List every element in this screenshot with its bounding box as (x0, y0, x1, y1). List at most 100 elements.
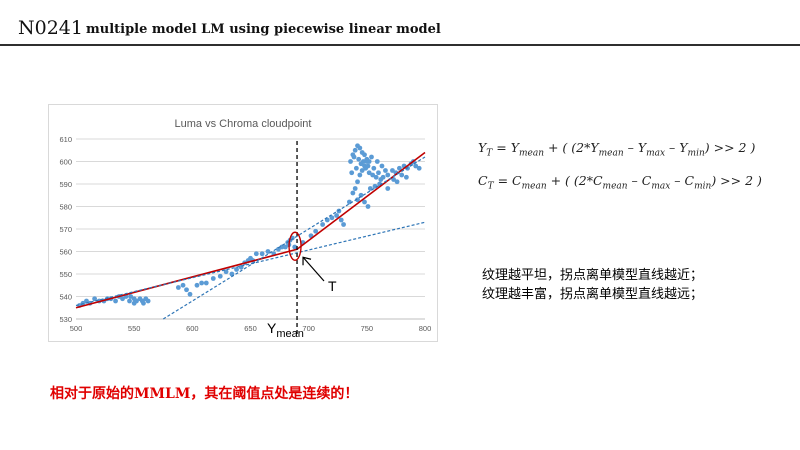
ct-lhs-sub: T (487, 181, 494, 192)
y-tick-label: 610 (59, 135, 72, 144)
formula-ct: CT = Cmean + ( (2*Cmean – Cmax – Cmin) >… (478, 173, 762, 192)
data-point (413, 163, 419, 169)
y-tick-label: 540 (59, 293, 72, 302)
data-point (127, 298, 132, 304)
x-tick-label: 550 (128, 324, 141, 333)
ct-s3: max (651, 181, 671, 192)
data-point (348, 159, 353, 164)
data-point (279, 244, 285, 250)
data-point (366, 170, 372, 176)
yt-s4: min (687, 148, 705, 159)
data-point (358, 192, 364, 198)
data-point (175, 285, 181, 290)
data-point (390, 168, 395, 173)
data-point (346, 199, 352, 205)
threshold-t-label: T (328, 278, 337, 294)
y-tick-label: 600 (59, 158, 72, 167)
y-tick-label: 530 (59, 315, 72, 324)
ct-s4: min (694, 181, 712, 192)
data-point (187, 291, 193, 297)
yt-p5: ) >> 2 ) (704, 140, 756, 155)
data-point (113, 298, 118, 304)
y-tick-label: 590 (59, 180, 72, 189)
x-tick-label: 750 (361, 324, 374, 333)
y-tick-label: 570 (59, 225, 72, 234)
data-point (336, 208, 342, 214)
data-point (397, 165, 402, 171)
data-point (329, 215, 335, 221)
y-tick-label: 580 (59, 203, 72, 212)
data-point (350, 190, 356, 196)
ct-s2: mean (602, 181, 628, 192)
data-point (217, 273, 223, 279)
ymean-label: Ymean (267, 320, 304, 340)
data-point (92, 296, 98, 302)
slide-title: multiple model LM using piecewise linear… (86, 22, 441, 37)
trend-lines (75, 151, 426, 320)
data-point (234, 267, 239, 272)
data-point (373, 174, 379, 180)
data-point (385, 172, 391, 178)
data-point (353, 165, 359, 171)
data-point (355, 197, 360, 203)
data-point (365, 163, 371, 169)
data-point (203, 280, 209, 286)
y-tick-label: 560 (59, 248, 72, 257)
ct-p1: = C (493, 173, 522, 188)
ct-p3: – C (627, 173, 652, 188)
scatter-chart: 530 540 550 560 570 580 590 600 610 500 550 600 650 7… (48, 104, 438, 342)
header-divider (0, 44, 800, 46)
yt-s2: mean (598, 148, 624, 159)
data-point (210, 276, 216, 281)
data-point (416, 165, 422, 171)
data-point (265, 249, 271, 254)
x-tick-label: 500 (70, 324, 83, 333)
data-point (141, 300, 146, 306)
x-tick-label: 600 (186, 324, 199, 333)
data-point (131, 300, 137, 306)
yt-p2: + ( (2*Y (544, 140, 599, 155)
data-point (374, 159, 380, 164)
chart-canvas: 530 540 550 560 570 580 590 600 610 500 550 600 650 7… (59, 118, 431, 337)
data-point (199, 280, 205, 286)
data-point (365, 204, 371, 209)
note-rich-texture: 纹理越丰富，拐点离单模型直线越远； (482, 287, 704, 302)
formula-yt: YT = Ymean + ( (2*Ymean – Ymax – Ymin) >… (478, 140, 755, 159)
note-flat-texture: 纹理越平坦，拐点离单模型直线越近； (482, 268, 704, 283)
x-tick-label: 650 (244, 324, 257, 333)
data-point (380, 174, 386, 180)
data-point (379, 163, 385, 169)
slide-id: N0241 (18, 17, 83, 39)
piecewise-right-line (296, 151, 426, 250)
data-point (376, 170, 381, 176)
data-point (194, 282, 200, 288)
y-tick-label: 550 (59, 270, 72, 279)
threshold-arrowhead (302, 256, 312, 266)
data-point (391, 177, 396, 182)
data-point (313, 228, 319, 234)
data-point (259, 251, 265, 257)
yt-p1: = Y (492, 140, 519, 155)
axes: 530 540 550 560 570 580 590 600 610 500 550 600 650 7… (59, 135, 431, 333)
data-point (399, 172, 405, 178)
threshold-arrow (302, 256, 325, 282)
data-point (357, 172, 363, 178)
fit-lower-line (75, 221, 426, 307)
data-point (366, 159, 372, 164)
data-point (334, 213, 339, 218)
ymean-sub: mean (276, 327, 304, 340)
x-tick-label: 800 (419, 324, 432, 333)
data-point (349, 170, 355, 176)
data-point (383, 168, 388, 173)
data-point (385, 186, 391, 191)
data-point (276, 246, 281, 252)
data-point (370, 172, 376, 178)
data-point (145, 298, 151, 304)
data-point (362, 199, 367, 205)
data-point (351, 154, 357, 160)
data-point (120, 296, 125, 302)
data-point (357, 145, 363, 151)
data-point (283, 244, 288, 250)
x-tick-label: 700 (302, 324, 315, 333)
data-point (360, 159, 366, 164)
